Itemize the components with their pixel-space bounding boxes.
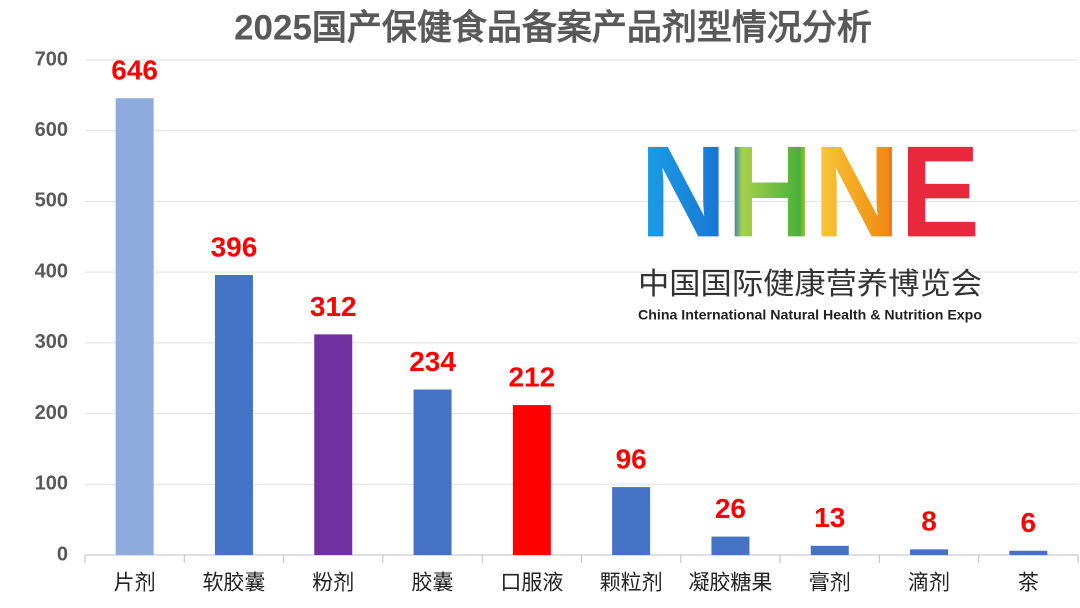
value-label: 396: [211, 231, 258, 262]
value-label: 13: [814, 502, 845, 533]
y-tick-label: 0: [57, 543, 68, 565]
bar: [1009, 550, 1048, 555]
bar: [612, 487, 651, 555]
value-label: 96: [616, 444, 647, 475]
bar: [810, 545, 849, 555]
value-label: 26: [715, 493, 746, 524]
logo-mark: NHNE: [640, 118, 980, 264]
value-label: 234: [409, 346, 456, 377]
x-tick-label: 滴剂: [908, 572, 950, 595]
y-tick-label: 600: [35, 119, 68, 141]
x-tick-label: 粉剂: [312, 572, 354, 595]
x-tick-label: 颗粒剂: [600, 572, 663, 595]
bar: [910, 549, 949, 555]
x-tick-label: 胶囊: [412, 572, 454, 595]
y-tick-label: 700: [35, 48, 68, 70]
y-tick-label: 400: [35, 260, 68, 282]
chart-title: 2025国产保健食品备案产品剂型情况分析: [234, 7, 872, 47]
value-label: 6: [1021, 507, 1037, 538]
x-tick-label: 软胶囊: [202, 572, 265, 595]
value-label: 212: [508, 361, 555, 392]
logo-name-en: China International Natural Health & Nut…: [638, 307, 982, 323]
bar: [214, 274, 253, 555]
logo-name-cn: 中国国际健康营养博览会: [638, 268, 982, 301]
bar: [413, 389, 452, 555]
value-label: 646: [111, 55, 158, 86]
bar: [115, 98, 154, 555]
x-tick-label: 口服液: [500, 572, 563, 595]
x-tick-label: 片剂: [114, 572, 156, 595]
x-tick-label: 凝胶糖果: [688, 572, 772, 595]
logo: NHNE 中国国际健康营养博览会 China International Nat…: [638, 118, 982, 322]
value-label: 312: [310, 291, 357, 322]
value-label: 8: [921, 506, 937, 537]
bar: [512, 405, 551, 555]
y-tick-label: 200: [35, 402, 68, 424]
bar: [314, 334, 353, 555]
y-tick-label: 300: [35, 331, 68, 353]
x-tick-label: 茶: [1018, 572, 1039, 595]
x-tick-label: 膏剂: [809, 572, 851, 595]
bar: [711, 536, 750, 555]
y-tick-label: 100: [35, 473, 68, 495]
y-tick-label: 500: [35, 190, 68, 212]
